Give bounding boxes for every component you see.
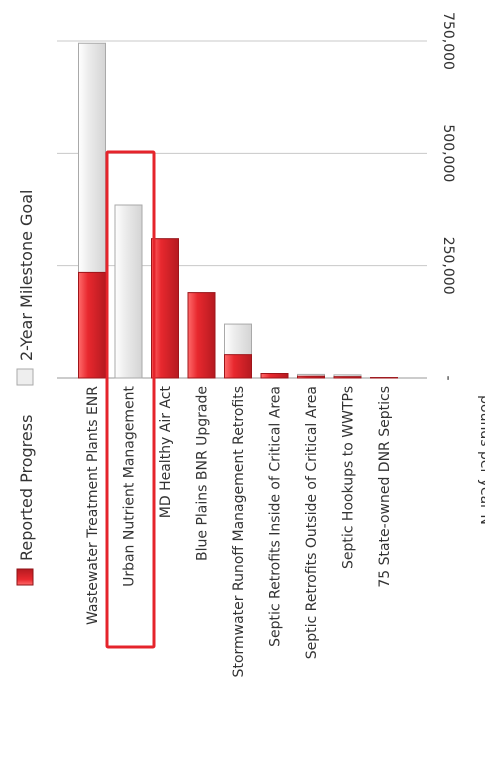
legend-label-goal: 2-Year Milestone Goal bbox=[17, 190, 36, 361]
progress-bar bbox=[224, 354, 252, 379]
progress-bar bbox=[260, 373, 289, 379]
y-tick-label: 250,000 bbox=[440, 237, 456, 295]
category-label: Septic Retrofits Outside of Critical Are… bbox=[304, 386, 320, 659]
highlight-box bbox=[105, 150, 156, 649]
progress-bar bbox=[333, 376, 362, 379]
goal-bars bbox=[78, 42, 398, 379]
progress-bars bbox=[78, 238, 398, 379]
y-tick-label: 750,000 bbox=[440, 12, 456, 70]
category-label: MD Healthy Air Act bbox=[158, 386, 174, 519]
legend-swatch-goal bbox=[16, 368, 34, 386]
y-axis-title: pounds per year N bbox=[477, 395, 485, 525]
y-tick-labels: - 250,000 500,000 750,000 bbox=[440, 12, 456, 380]
progress-bar bbox=[78, 271, 106, 379]
category-labels: Wastewater Treatment Plants ENR Urban Nut… bbox=[85, 385, 393, 677]
y-tick-label: - bbox=[440, 375, 456, 380]
progress-bar bbox=[151, 238, 179, 379]
legend: Reported Progress 2-Year Milestone Goal bbox=[16, 190, 36, 586]
category-label: Blue Plains BNR Upgrade bbox=[195, 386, 211, 561]
progress-bar bbox=[187, 292, 216, 379]
legend-swatch-progress bbox=[16, 568, 34, 586]
category-label: Septic Retrofits Inside of Critical Area bbox=[268, 386, 284, 647]
category-label: Septic Hookups to WWTPs bbox=[341, 386, 357, 569]
legend-label-progress: Reported Progress bbox=[17, 415, 36, 561]
category-label: 75 State-owned DNR Septics bbox=[377, 386, 393, 588]
progress-bar bbox=[297, 375, 325, 379]
category-label: Stormwater Runoff Management Retrofits bbox=[231, 386, 247, 677]
y-tick-label: 500,000 bbox=[440, 124, 456, 182]
goal-bar bbox=[114, 204, 143, 379]
category-label: Wastewater Treatment Plants ENR bbox=[85, 386, 101, 625]
category-label: Urban Nutrient Management bbox=[122, 385, 138, 586]
